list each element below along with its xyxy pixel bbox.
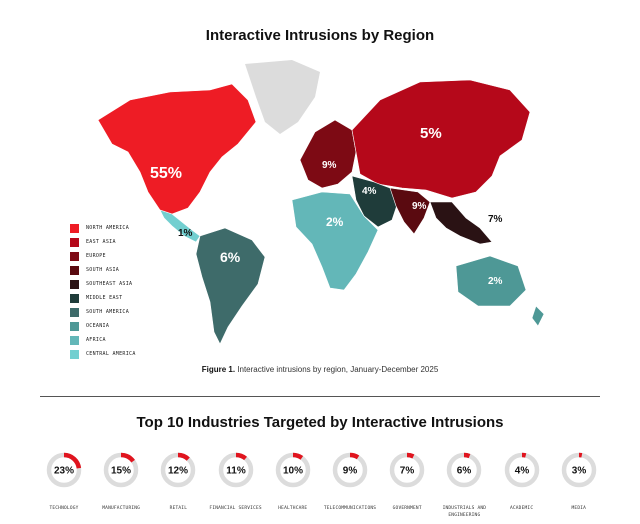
legend-label: EAST ASIA <box>86 239 116 245</box>
legend-label: AFRICA <box>86 337 106 343</box>
industry-label: HEALTHCARE <box>278 506 308 511</box>
industry-label: MANUFACTURING <box>102 506 141 511</box>
donut-arc <box>161 452 196 488</box>
donut-value-label: 3% <box>572 466 587 477</box>
legend-label: SOUTH AMERICA <box>86 309 130 315</box>
label-europe: 9% <box>322 160 337 171</box>
map-title: Interactive Intrusions by Region <box>205 27 435 44</box>
industry-donut: 9% <box>332 452 368 488</box>
legend-label: SOUTHEAST ASIA <box>86 281 133 287</box>
legend-label: EUROPE <box>86 253 106 259</box>
caption-text: Interactive intrusions by region, Januar… <box>235 365 439 374</box>
legend-swatch <box>70 322 79 331</box>
donut-arc <box>46 452 82 488</box>
region-oceania <box>455 255 527 307</box>
label-south-america: 6% <box>220 249 241 265</box>
region-middle-east <box>351 175 399 228</box>
donut-value-label: 15% <box>111 466 131 477</box>
donut-value-label: 23% <box>54 466 74 477</box>
label-east-asia: 5% <box>420 125 442 142</box>
region-north-america <box>97 83 257 215</box>
legend-swatch <box>70 350 79 359</box>
legend-swatch <box>70 252 79 261</box>
label-south-asia: 9% <box>412 201 427 212</box>
region-southeast-asia <box>429 201 493 245</box>
section-divider <box>40 396 600 397</box>
legend-swatch <box>70 336 79 345</box>
region-east-asia <box>351 79 531 199</box>
industry-label: TELECOMMUNICATIONS <box>323 506 377 511</box>
donut-arc <box>561 452 597 488</box>
industry-donut: 6% <box>447 452 482 488</box>
industry-label: MEDIA <box>571 506 587 511</box>
industry-donut: 7% <box>389 452 425 488</box>
legend-swatch <box>70 308 79 317</box>
donut-value-label: 6% <box>457 466 472 477</box>
caption-label: Figure 1. <box>201 365 236 374</box>
industry-label: TECHNOLOGY <box>49 506 79 511</box>
donut-arc <box>332 452 368 488</box>
label-oceania: 2% <box>488 276 503 287</box>
donut-arc <box>275 452 311 488</box>
legend-label: NORTH AMERICA <box>86 225 130 231</box>
industry-donut: 4% <box>504 452 539 488</box>
region-central-america <box>159 209 201 243</box>
region-africa <box>291 191 379 291</box>
region-south-asia <box>389 187 431 235</box>
legend-label: MIDDLE EAST <box>86 295 123 301</box>
legend-swatch <box>70 266 79 275</box>
donut-value-label: 10% <box>283 466 303 477</box>
industry-donut: 3% <box>561 452 597 488</box>
donut-value-label: 4% <box>514 466 529 477</box>
donut-value-label: 11% <box>226 466 246 477</box>
region-oceania-nz <box>531 305 545 327</box>
legend-label: OCEANIA <box>86 323 110 329</box>
label-middle-east: 4% <box>362 186 377 197</box>
donut-arc <box>389 452 425 488</box>
world-map: 55% 5% 9% 9% 7% 4% 6% 2% 2% 1% <box>97 60 545 345</box>
label-central-america: 1% <box>178 228 193 239</box>
label-africa: 2% <box>326 215 344 229</box>
donut-arc <box>103 452 139 488</box>
region-greenland <box>245 60 320 134</box>
region-europe <box>299 119 357 189</box>
industry-donut: 12% <box>161 452 196 488</box>
industry-donut: 11% <box>218 452 253 488</box>
legend-swatch <box>70 224 79 233</box>
industries-title: Top 10 Industries Targeted by Interactiv… <box>136 414 504 431</box>
industry-donut: 10% <box>275 452 311 488</box>
legend-label: SOUTH ASIA <box>86 267 120 273</box>
legend-swatch <box>70 294 79 303</box>
industry-donut: 15% <box>103 452 139 488</box>
label-southeast-asia: 7% <box>488 214 503 225</box>
donut-arc <box>447 452 482 488</box>
donut-arc <box>218 452 253 488</box>
legend-swatch <box>70 280 79 289</box>
figure-caption: Figure 1. Interactive intrusions by regi… <box>0 365 640 374</box>
industry-label: GOVERNMENT <box>392 506 422 511</box>
region-south-america <box>195 227 266 345</box>
industry-label: ACADEMIC <box>509 506 534 511</box>
legend-label: CENTRAL AMERICA <box>86 351 136 357</box>
donut-arc <box>504 452 539 488</box>
legend-swatch <box>70 238 79 247</box>
donut-value-label: 12% <box>168 466 188 477</box>
donut-value-label: 7% <box>400 466 415 477</box>
industry-donut: 23% <box>46 452 82 488</box>
label-north-america: 55% <box>150 165 182 182</box>
donut-value-label: 9% <box>343 466 358 477</box>
industry-label: INDUSTRIALS AND ENGINEERING <box>442 506 487 518</box>
industry-label: FINANCIAL SERVICES <box>209 506 262 511</box>
industry-label: RETAIL <box>169 506 188 511</box>
